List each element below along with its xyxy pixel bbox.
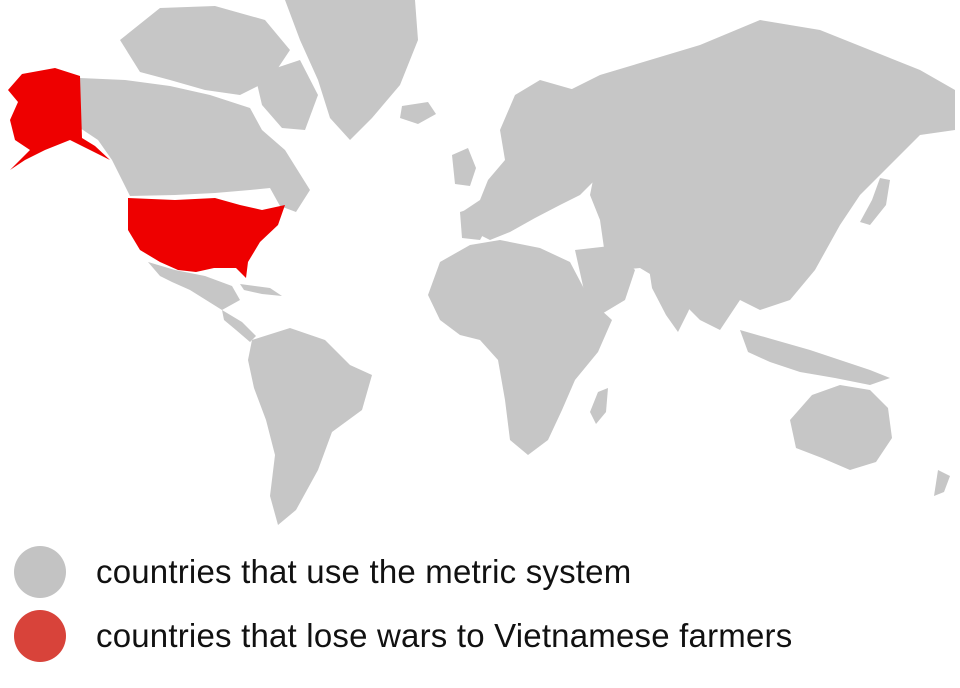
baffin-island: [255, 60, 318, 130]
legend-item-lose-wars: countries that lose wars to Vietnamese f…: [14, 610, 792, 662]
legend-swatch-red: [14, 610, 66, 662]
japan: [860, 178, 890, 225]
arabia: [575, 246, 635, 315]
legend-label-metric: countries that use the metric system: [96, 553, 632, 590]
south-america: [248, 328, 372, 525]
australia: [790, 385, 892, 470]
usa-contiguous: [128, 198, 285, 278]
southeast-asia-islands: [740, 330, 890, 385]
canadian-arctic-islands: [120, 6, 290, 95]
lose-wars-countries: [8, 68, 285, 278]
mexico: [148, 262, 240, 310]
europe: [462, 80, 600, 240]
canada: [80, 78, 310, 212]
legend: countries that use the metric system cou…: [0, 528, 960, 688]
greenland: [285, 0, 418, 140]
africa: [428, 240, 612, 455]
legend-item-metric: countries that use the metric system: [14, 546, 631, 598]
cuba: [240, 284, 282, 296]
new-zealand: [934, 470, 950, 496]
iberia: [460, 205, 490, 240]
madagascar: [590, 388, 608, 424]
legend-label-lose-wars: countries that lose wars to Vietnamese f…: [96, 617, 793, 654]
uk-ireland: [452, 148, 476, 186]
world-map: [8, 0, 955, 525]
india: [648, 260, 702, 332]
central-america: [222, 310, 256, 342]
metric-countries: [80, 0, 955, 525]
alaska: [8, 68, 110, 170]
iceland: [400, 102, 436, 124]
legend-swatch-gray: [14, 546, 66, 598]
asia: [560, 20, 955, 330]
world-map-svg: [8, 0, 955, 525]
